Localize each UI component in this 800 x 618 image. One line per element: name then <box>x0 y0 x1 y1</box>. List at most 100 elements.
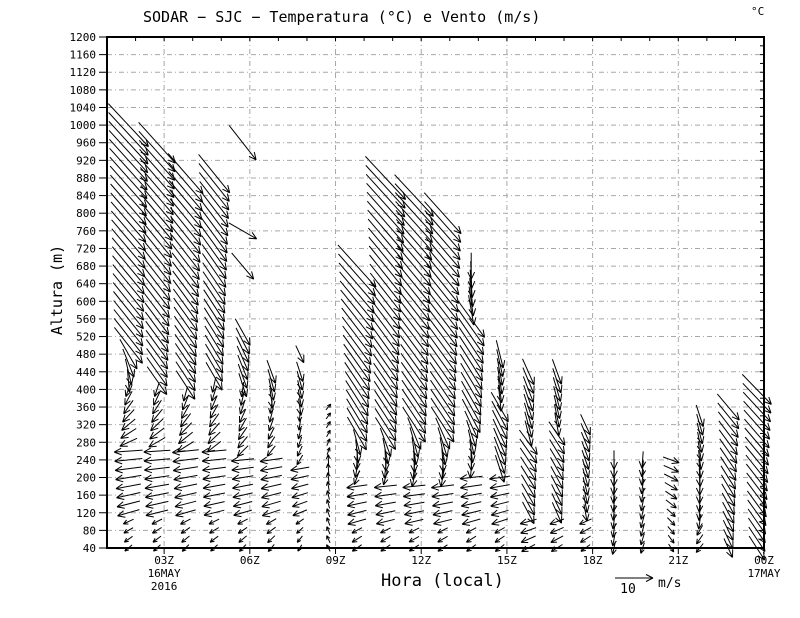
wind-vector <box>369 272 402 313</box>
wind-vector <box>172 270 199 306</box>
wind-vector <box>520 535 536 543</box>
wind-vector <box>200 208 228 245</box>
wind-vector <box>325 412 332 420</box>
wind-vector <box>408 535 420 543</box>
wind-vector <box>235 327 250 355</box>
wind-vector-column <box>548 359 566 552</box>
wind-vector <box>146 357 168 387</box>
wind-vector <box>143 447 171 456</box>
wind-vector <box>122 348 135 378</box>
wind-vector <box>380 535 391 543</box>
wind-vector <box>402 482 426 491</box>
wind-vector <box>205 343 224 374</box>
wind-vector <box>231 252 255 280</box>
wind-vector <box>267 387 276 409</box>
wind-vector <box>207 431 221 445</box>
wind-vector <box>522 501 535 525</box>
wind-vector <box>549 439 565 464</box>
wind-vector <box>379 427 392 457</box>
wind-vector-column <box>716 393 740 558</box>
wind-vector <box>111 237 146 278</box>
wind-vector <box>203 289 226 323</box>
wind-vector <box>437 535 448 543</box>
wind-vector <box>228 125 257 161</box>
wind-vector <box>521 492 535 516</box>
wind-vector <box>460 362 483 399</box>
wind-vector <box>426 272 459 313</box>
wind-vector <box>291 500 308 508</box>
wind-vector <box>261 509 281 518</box>
wind-vector <box>638 469 646 486</box>
wind-vector <box>143 456 171 465</box>
wind-vector <box>372 353 399 390</box>
wind-vector-column <box>662 456 680 553</box>
wind-vector <box>152 535 162 543</box>
wind-vector <box>173 474 198 483</box>
wind-vector <box>490 500 509 509</box>
wind-vector <box>490 509 509 517</box>
wind-vector <box>238 417 247 432</box>
wind-vector <box>433 518 453 526</box>
wind-vector <box>172 261 200 298</box>
wind-vector <box>719 438 738 464</box>
x-tick-label: 12Z <box>411 554 431 567</box>
wind-vector <box>425 245 460 287</box>
wind-vector <box>430 388 456 426</box>
wind-vector <box>424 219 461 261</box>
wind-vector <box>201 253 227 288</box>
wind-vector <box>353 429 363 456</box>
wind-vector <box>180 526 191 534</box>
wind-vector <box>373 362 398 399</box>
wind-vector <box>663 473 679 482</box>
wind-vector <box>579 526 592 534</box>
wind-vector <box>171 234 201 272</box>
wind-vector <box>295 518 304 525</box>
wind-vector <box>639 524 645 537</box>
wind-vector <box>351 527 363 534</box>
wind-vector <box>743 400 771 431</box>
wind-vector-column <box>259 360 283 553</box>
wind-vector <box>175 509 196 518</box>
wind-vector <box>639 478 646 495</box>
y-tick-label: 240 <box>76 454 96 467</box>
wind-vector <box>372 344 399 382</box>
wind-vector <box>291 483 309 491</box>
wind-vector <box>237 354 249 381</box>
wind-vector <box>170 216 201 255</box>
wind-vector <box>466 420 478 448</box>
wind-vector <box>465 527 477 534</box>
wind-vector <box>107 103 149 148</box>
wind-vector <box>461 518 481 526</box>
wind-vector <box>181 404 191 420</box>
wind-vector <box>113 318 144 356</box>
wind-vector <box>290 465 310 473</box>
wind-vector <box>202 474 226 482</box>
wind-vector <box>123 535 133 543</box>
wind-vector <box>520 527 537 535</box>
wind-vector <box>428 344 457 382</box>
wind-vector <box>296 398 304 416</box>
wind-vector <box>492 409 508 440</box>
y-tick-label: 480 <box>76 348 96 361</box>
wind-vector <box>722 501 735 524</box>
wind-vector <box>203 501 225 509</box>
wind-vector <box>429 353 457 391</box>
wind-vector <box>117 509 140 518</box>
wind-vector <box>460 500 482 509</box>
wind-vector-column <box>457 252 486 552</box>
wind-vector <box>202 465 226 474</box>
wind-vector <box>260 483 282 491</box>
wind-vector <box>111 228 146 269</box>
wind-vector <box>268 409 274 423</box>
wind-vector <box>380 527 391 534</box>
x-tick-label: 15Z <box>497 554 517 567</box>
wind-vector <box>181 535 190 543</box>
wind-vector <box>696 450 704 470</box>
wind-vector <box>437 527 448 534</box>
wind-vector <box>401 379 427 417</box>
wind-vector <box>519 447 537 473</box>
wind-vector <box>115 483 141 492</box>
wind-vector <box>579 535 591 543</box>
wind-vector <box>173 297 198 332</box>
wind-vector <box>198 154 231 194</box>
